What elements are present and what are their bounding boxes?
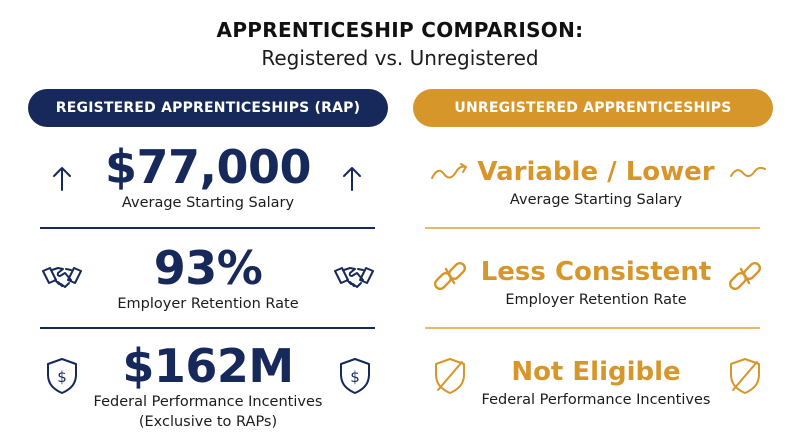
unreg-retention-label: Employer Retention Rate xyxy=(505,292,687,308)
broken-link-icon xyxy=(428,254,472,298)
rap-salary-block: $77,000 Average Starting Salary xyxy=(88,142,328,213)
page-subtitle: Registered vs. Unregistered xyxy=(261,46,539,70)
arrow-up-icon xyxy=(40,156,84,200)
rap-incentives-note: (Exclusive to RAPs) xyxy=(138,414,278,430)
rap-incentives-value: $162M xyxy=(122,339,294,393)
unreg-salary-block: Variable / Lower Average Starting Salary xyxy=(466,155,726,210)
svg-text:$: $ xyxy=(350,368,360,386)
rap-retention-label: Employer Retention Rate xyxy=(117,296,299,312)
rap-retention-value: 93% xyxy=(153,241,263,295)
registered-heading: REGISTERED APPRENTICESHIPS (RAP) xyxy=(28,89,388,127)
broken-link-icon xyxy=(723,254,767,298)
unreg-incentives-value: Not Eligible xyxy=(511,357,681,387)
wavy-trend-icon xyxy=(428,150,472,194)
svg-text:$: $ xyxy=(57,368,67,386)
divider xyxy=(425,227,760,229)
page-title: APPRENTICESHIP COMPARISON: xyxy=(216,18,584,42)
unreg-retention-block: Less Consistent Employer Retention Rate xyxy=(466,255,726,310)
unreg-incentives-block: Not Eligible Federal Performance Incenti… xyxy=(466,355,726,410)
rap-incentives-label: Federal Performance Incentives xyxy=(93,394,323,410)
rap-incentives-block: $162M Federal Performance Incentives (Ex… xyxy=(78,341,338,432)
rap-retention-block: 93% Employer Retention Rate xyxy=(88,243,328,314)
rap-salary-label: Average Starting Salary xyxy=(121,195,295,211)
shield-dollar-icon: $ xyxy=(40,354,84,398)
shield-dollar-icon: $ xyxy=(333,354,377,398)
handshake-icon xyxy=(40,256,84,300)
divider xyxy=(40,327,375,329)
unreg-retention-value: Less Consistent xyxy=(480,257,712,287)
divider xyxy=(40,227,375,229)
handshake-icon xyxy=(332,256,376,300)
wavy-trend-icon xyxy=(725,150,769,194)
unregistered-heading: UNREGISTERED APPRENTICESHIPS xyxy=(413,89,773,127)
shield-slash-icon xyxy=(723,354,767,398)
unreg-salary-label: Average Starting Salary xyxy=(509,192,683,208)
unreg-salary-value: Variable / Lower xyxy=(477,157,715,187)
unreg-incentives-label: Federal Performance Incentives xyxy=(481,392,711,408)
arrow-up-icon xyxy=(330,156,374,200)
rap-salary-value: $77,000 xyxy=(104,140,312,194)
shield-slash-icon xyxy=(428,354,472,398)
divider xyxy=(425,327,760,329)
